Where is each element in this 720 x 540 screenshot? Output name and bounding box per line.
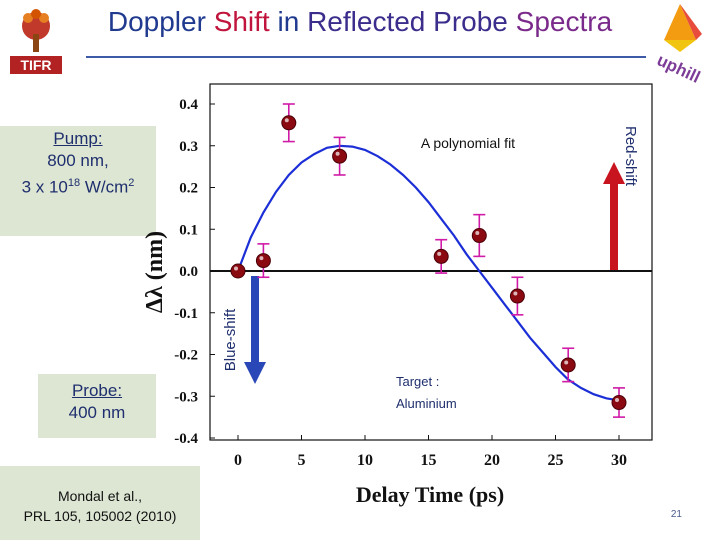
x-tick-label: 5 [298,452,306,469]
pump-intensity: 3 x 1018 W/cm2 [0,172,156,199]
citation-journal: PRL 105, 105002 (2010) [23,508,177,524]
pump-wavelength: 800 nm, [47,151,109,170]
blueshift-arrow-head [244,362,266,384]
data-point [281,115,297,131]
y-tick-label: 0.2 [179,181,198,197]
y-tick-label: -0.2 [174,348,198,364]
probe-info-box: Probe: 400 nm [38,374,156,438]
uphill-logo: uphill [654,4,703,87]
fit-label: A polynomial fit [421,135,515,151]
citation-box: Mondal et al., PRL 105, 105002 (2010) [0,466,200,540]
data-point [433,248,449,264]
polynomial-fit-line [236,144,620,402]
pump-intensity-unit-exponent: 2 [128,177,135,189]
y-tick-label: 0.3 [179,139,198,155]
y-tick-label: 0.1 [179,222,198,238]
data-point [611,395,627,411]
x-tick-label: 0 [234,452,242,469]
data-point-highlight [564,360,569,365]
target-material: Aluminium [396,396,457,411]
probe-heading: Probe: [71,381,123,400]
y-tick-label: 0.0 [179,264,198,280]
data-point-highlight [437,251,442,256]
tifr-logo: TIFR [6,4,66,78]
slide-number: 21 [670,509,682,520]
y-tick-label: -0.3 [174,389,198,405]
x-tick-label: 20 [484,452,500,469]
data-point-highlight [615,398,619,403]
data-point-highlight [234,266,238,271]
pump-intensity-prefix: 3 x 10 [21,177,68,197]
title-word-reflected: Reflected [307,6,426,37]
redshift-label: Red-shift [622,126,639,187]
y-tick-label: -0.4 [174,431,198,447]
data-point [471,228,487,244]
tifr-logo-text: TIFR [20,57,51,73]
pump-heading: Pump: [53,129,103,148]
data-point [255,253,271,269]
data-point-highlight [475,231,480,236]
title-word-shift: Shift [213,6,270,37]
title-word-doppler: Doppler [107,6,206,37]
pump-info-box: Pump: 800 nm, 3 x 1018 W/cm2 [0,126,156,236]
data-point-highlight [513,291,518,296]
y-tick-label: 0.4 [179,97,198,113]
title-divider [86,56,646,58]
pump-intensity-unit: W/cm [80,177,129,197]
redshift-arrow-head [603,162,625,184]
title-word-probe: Probe [433,6,508,37]
data-point [560,357,576,373]
target-label: Target : [396,374,439,389]
probe-wavelength: 400 nm [68,403,126,422]
blueshift-arrow-shaft [251,276,259,366]
x-tick-label: 30 [611,452,627,469]
data-point-highlight [284,118,289,123]
blueshift-label: Blue-shift [222,308,239,371]
x-tick-label: 15 [421,452,437,469]
y-axis-label: Δλ (nm) [142,231,168,313]
data-point [332,148,348,164]
slide-title: Doppler Shift in Reflected Probe Spectra [80,6,640,38]
x-tick-label: 10 [357,452,373,469]
data-point-highlight [259,256,264,261]
pump-intensity-exponent: 18 [67,177,81,189]
citation-authors: Mondal et al., [57,488,143,504]
x-axis-label: Delay Time (ps) [356,482,504,507]
y-tick-label: -0.1 [174,306,198,322]
x-tick-label: 25 [548,452,564,469]
plot-frame [209,83,653,441]
data-point-highlight [335,151,340,156]
redshift-arrow-shaft [610,182,618,270]
data-point [509,288,525,304]
title-word-in: in [277,6,300,37]
title-word-spectra: Spectra [515,6,613,37]
data-point [230,263,246,279]
